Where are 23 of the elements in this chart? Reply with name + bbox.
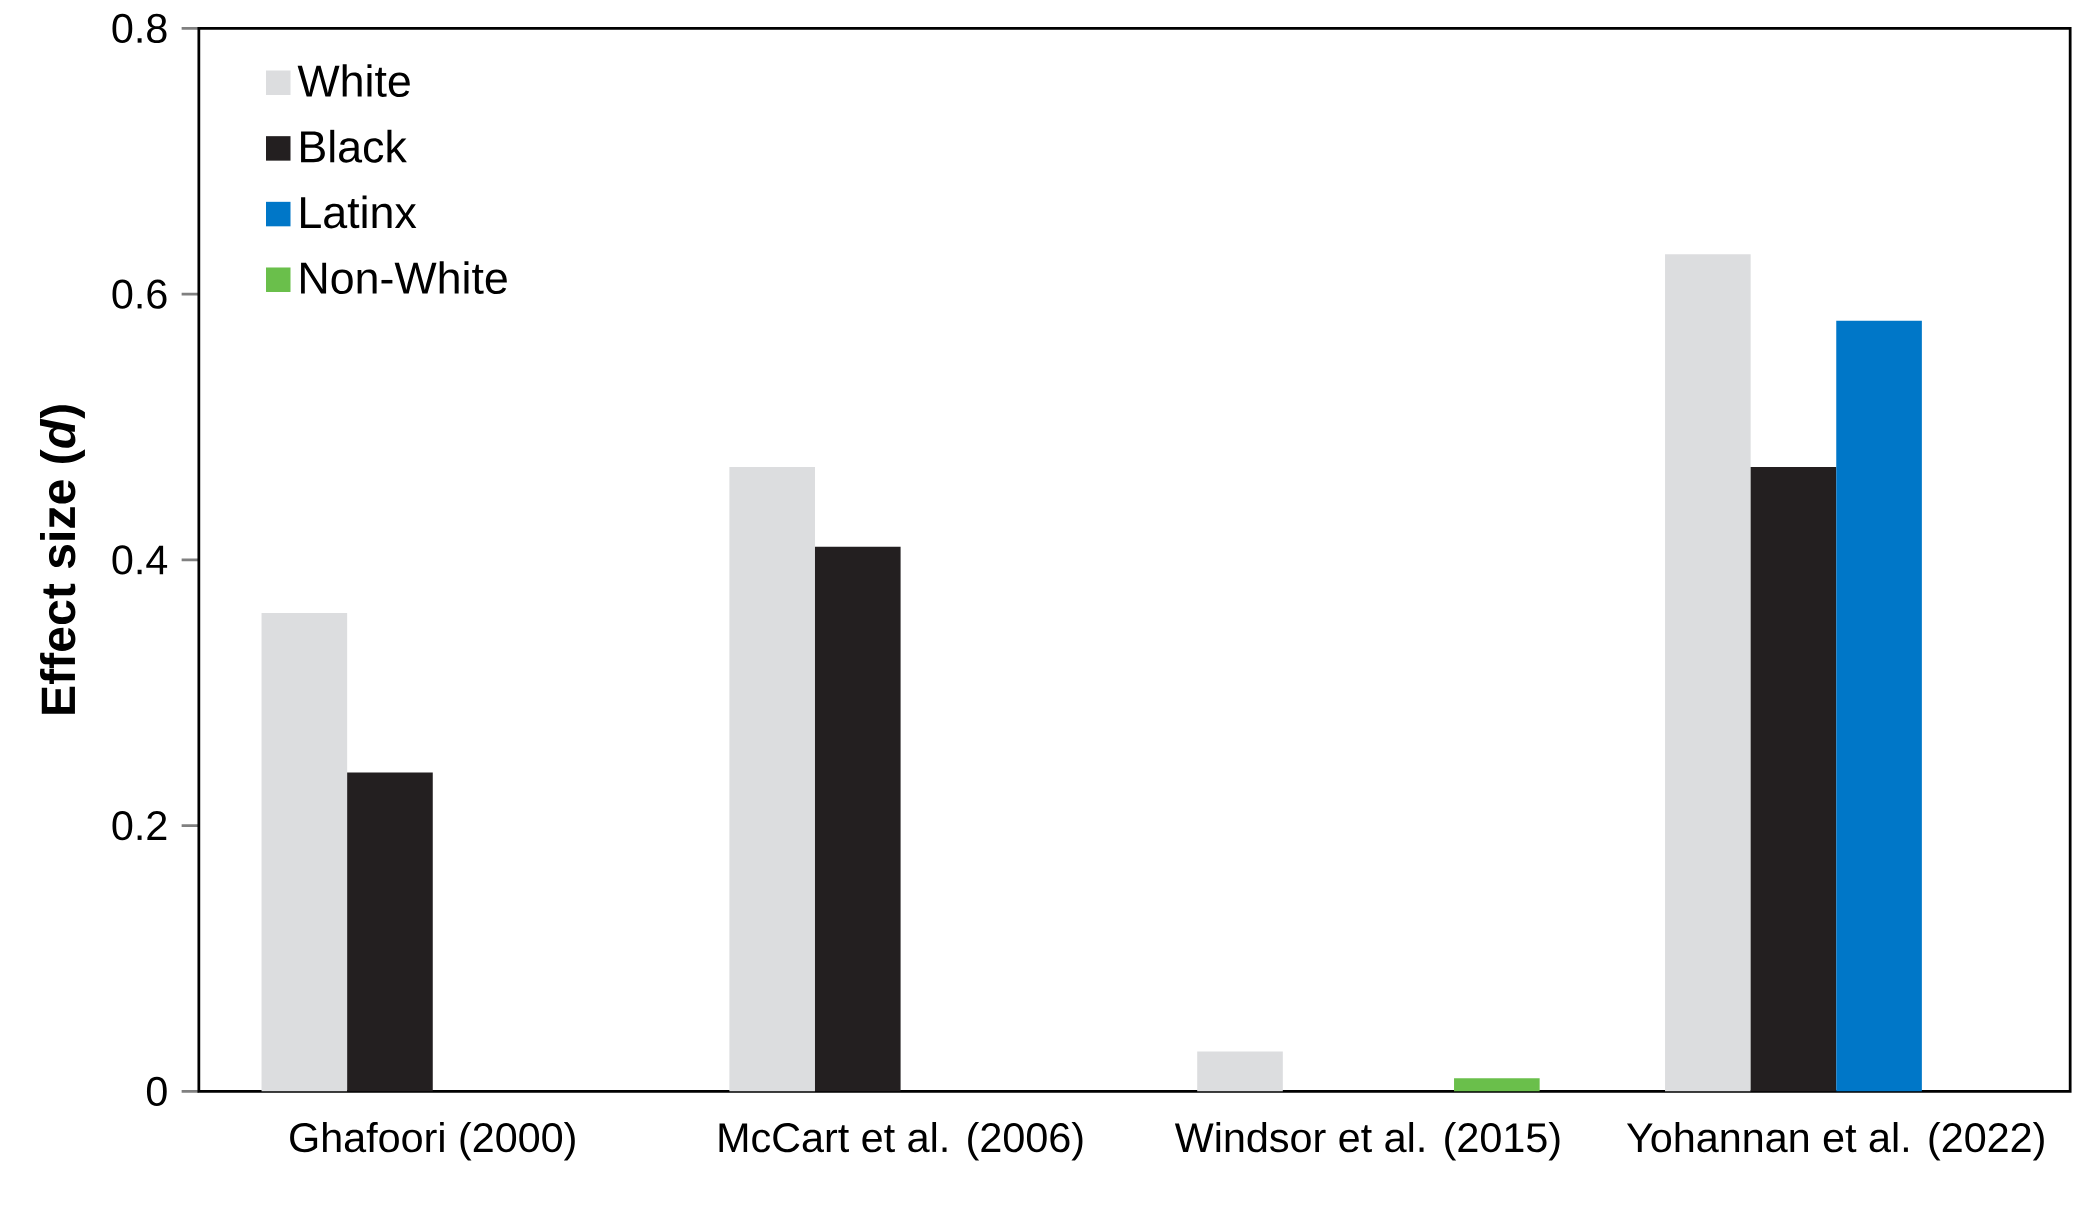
legend-label: Black <box>301 129 407 163</box>
x-tick-label: Ghafoori (2000) <box>290 1122 575 1161</box>
bar <box>1197 1051 1283 1092</box>
bar <box>814 546 901 1092</box>
x-tick-label: McCart et al. (2006) <box>719 1122 1083 1161</box>
bar <box>1454 1078 1540 1092</box>
y-tick-label: 0.2 <box>112 811 167 841</box>
legend-label: Latinx <box>301 195 417 229</box>
x-tick-label: Yohannan et al. (2022) <box>1626 1122 2044 1161</box>
legend-label: Non-White <box>301 261 507 295</box>
bar <box>1750 466 1837 1092</box>
y-tick-label: 0.4 <box>112 545 168 575</box>
bar <box>1836 320 1922 1092</box>
legend-label: White <box>297 64 410 98</box>
bar <box>729 466 815 1092</box>
y-tick-label: 0.6 <box>112 279 167 309</box>
y-tick-label: 0 <box>146 1076 167 1107</box>
x-tick-label: Windsor et al. (2015) <box>1174 1122 1560 1161</box>
y-tick-label: 0.8 <box>112 13 167 44</box>
y-axis-title: Effect size (d) <box>40 405 85 714</box>
bar <box>1665 254 1751 1092</box>
bar <box>261 613 348 1092</box>
bar <box>347 772 433 1092</box>
